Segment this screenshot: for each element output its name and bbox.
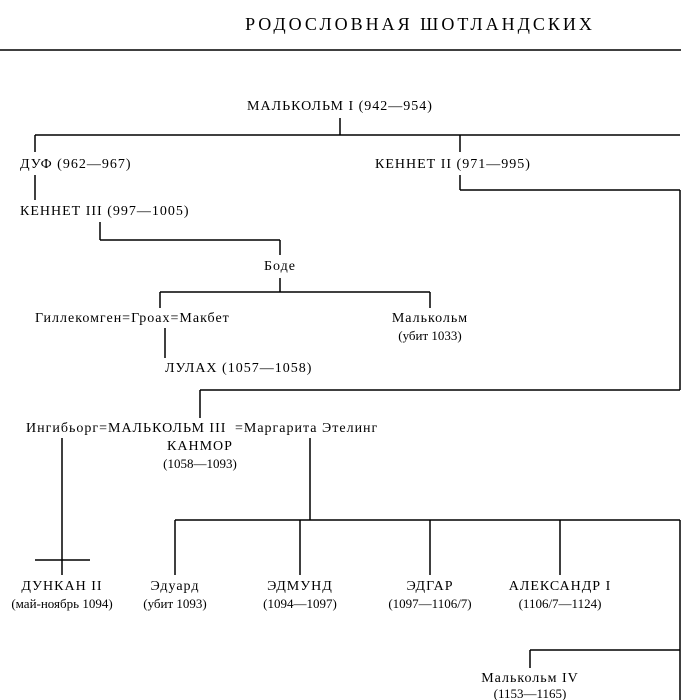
- node-edgar: ЭДГАР: [406, 579, 453, 594]
- node-malcolm-k-sub: (убит 1033): [398, 328, 462, 343]
- node-duncan2: ДУНКАН II: [21, 579, 102, 594]
- node-lulach: ЛУЛАХ (1057—1058): [165, 361, 312, 376]
- node-malcolm4: Малькольм IV: [481, 671, 579, 686]
- node-malcolm3-sub2: (1058—1093): [163, 456, 237, 471]
- node-duncan2-sub: (май-ноябрь 1094): [11, 596, 112, 611]
- node-edgar-sub: (1097—1106/7): [388, 596, 471, 611]
- node-malcolm-k: Малькольм: [392, 311, 468, 326]
- page-title: РОДОСЛОВНАЯ ШОТЛАНДСКИХ: [245, 14, 595, 34]
- node-malcolm1: МАЛЬКОЛЬМ I (942—954): [247, 99, 433, 114]
- node-malcolm3-sub1: КАНМОР: [167, 439, 233, 454]
- node-bode: Боде: [264, 259, 296, 274]
- node-malcolm4-sub: (1153—1165): [494, 686, 567, 700]
- node-margaret: =Маргарита Этелинг: [235, 421, 378, 436]
- node-kenneth2: КЕННЕТ II (971—995): [375, 157, 531, 172]
- node-alexander1-sub: (1106/7—1124): [519, 596, 602, 611]
- node-gille: Гиллекомген=Гроах=Макбет: [35, 311, 230, 326]
- node-malcolm3: МАЛЬКОЛЬМ III: [108, 421, 226, 436]
- node-kenneth3: КЕННЕТ III (997—1005): [20, 204, 190, 219]
- node-edmund: ЭДМУНД: [267, 579, 333, 594]
- genealogy-tree: РОДОСЛОВНАЯ ШОТЛАНДСКИХ МАЛЬКОЛЬМ I (942…: [0, 0, 681, 700]
- node-edward-sub: (убит 1093): [143, 596, 207, 611]
- node-edmund-sub: (1094—1097): [263, 596, 337, 611]
- node-duff: ДУФ (962—967): [20, 157, 131, 172]
- node-alexander1: АЛЕКСАНДР I: [509, 579, 612, 594]
- node-edward: Эдуард: [151, 579, 200, 594]
- node-ingiborg: Ингибьорг=: [26, 421, 108, 436]
